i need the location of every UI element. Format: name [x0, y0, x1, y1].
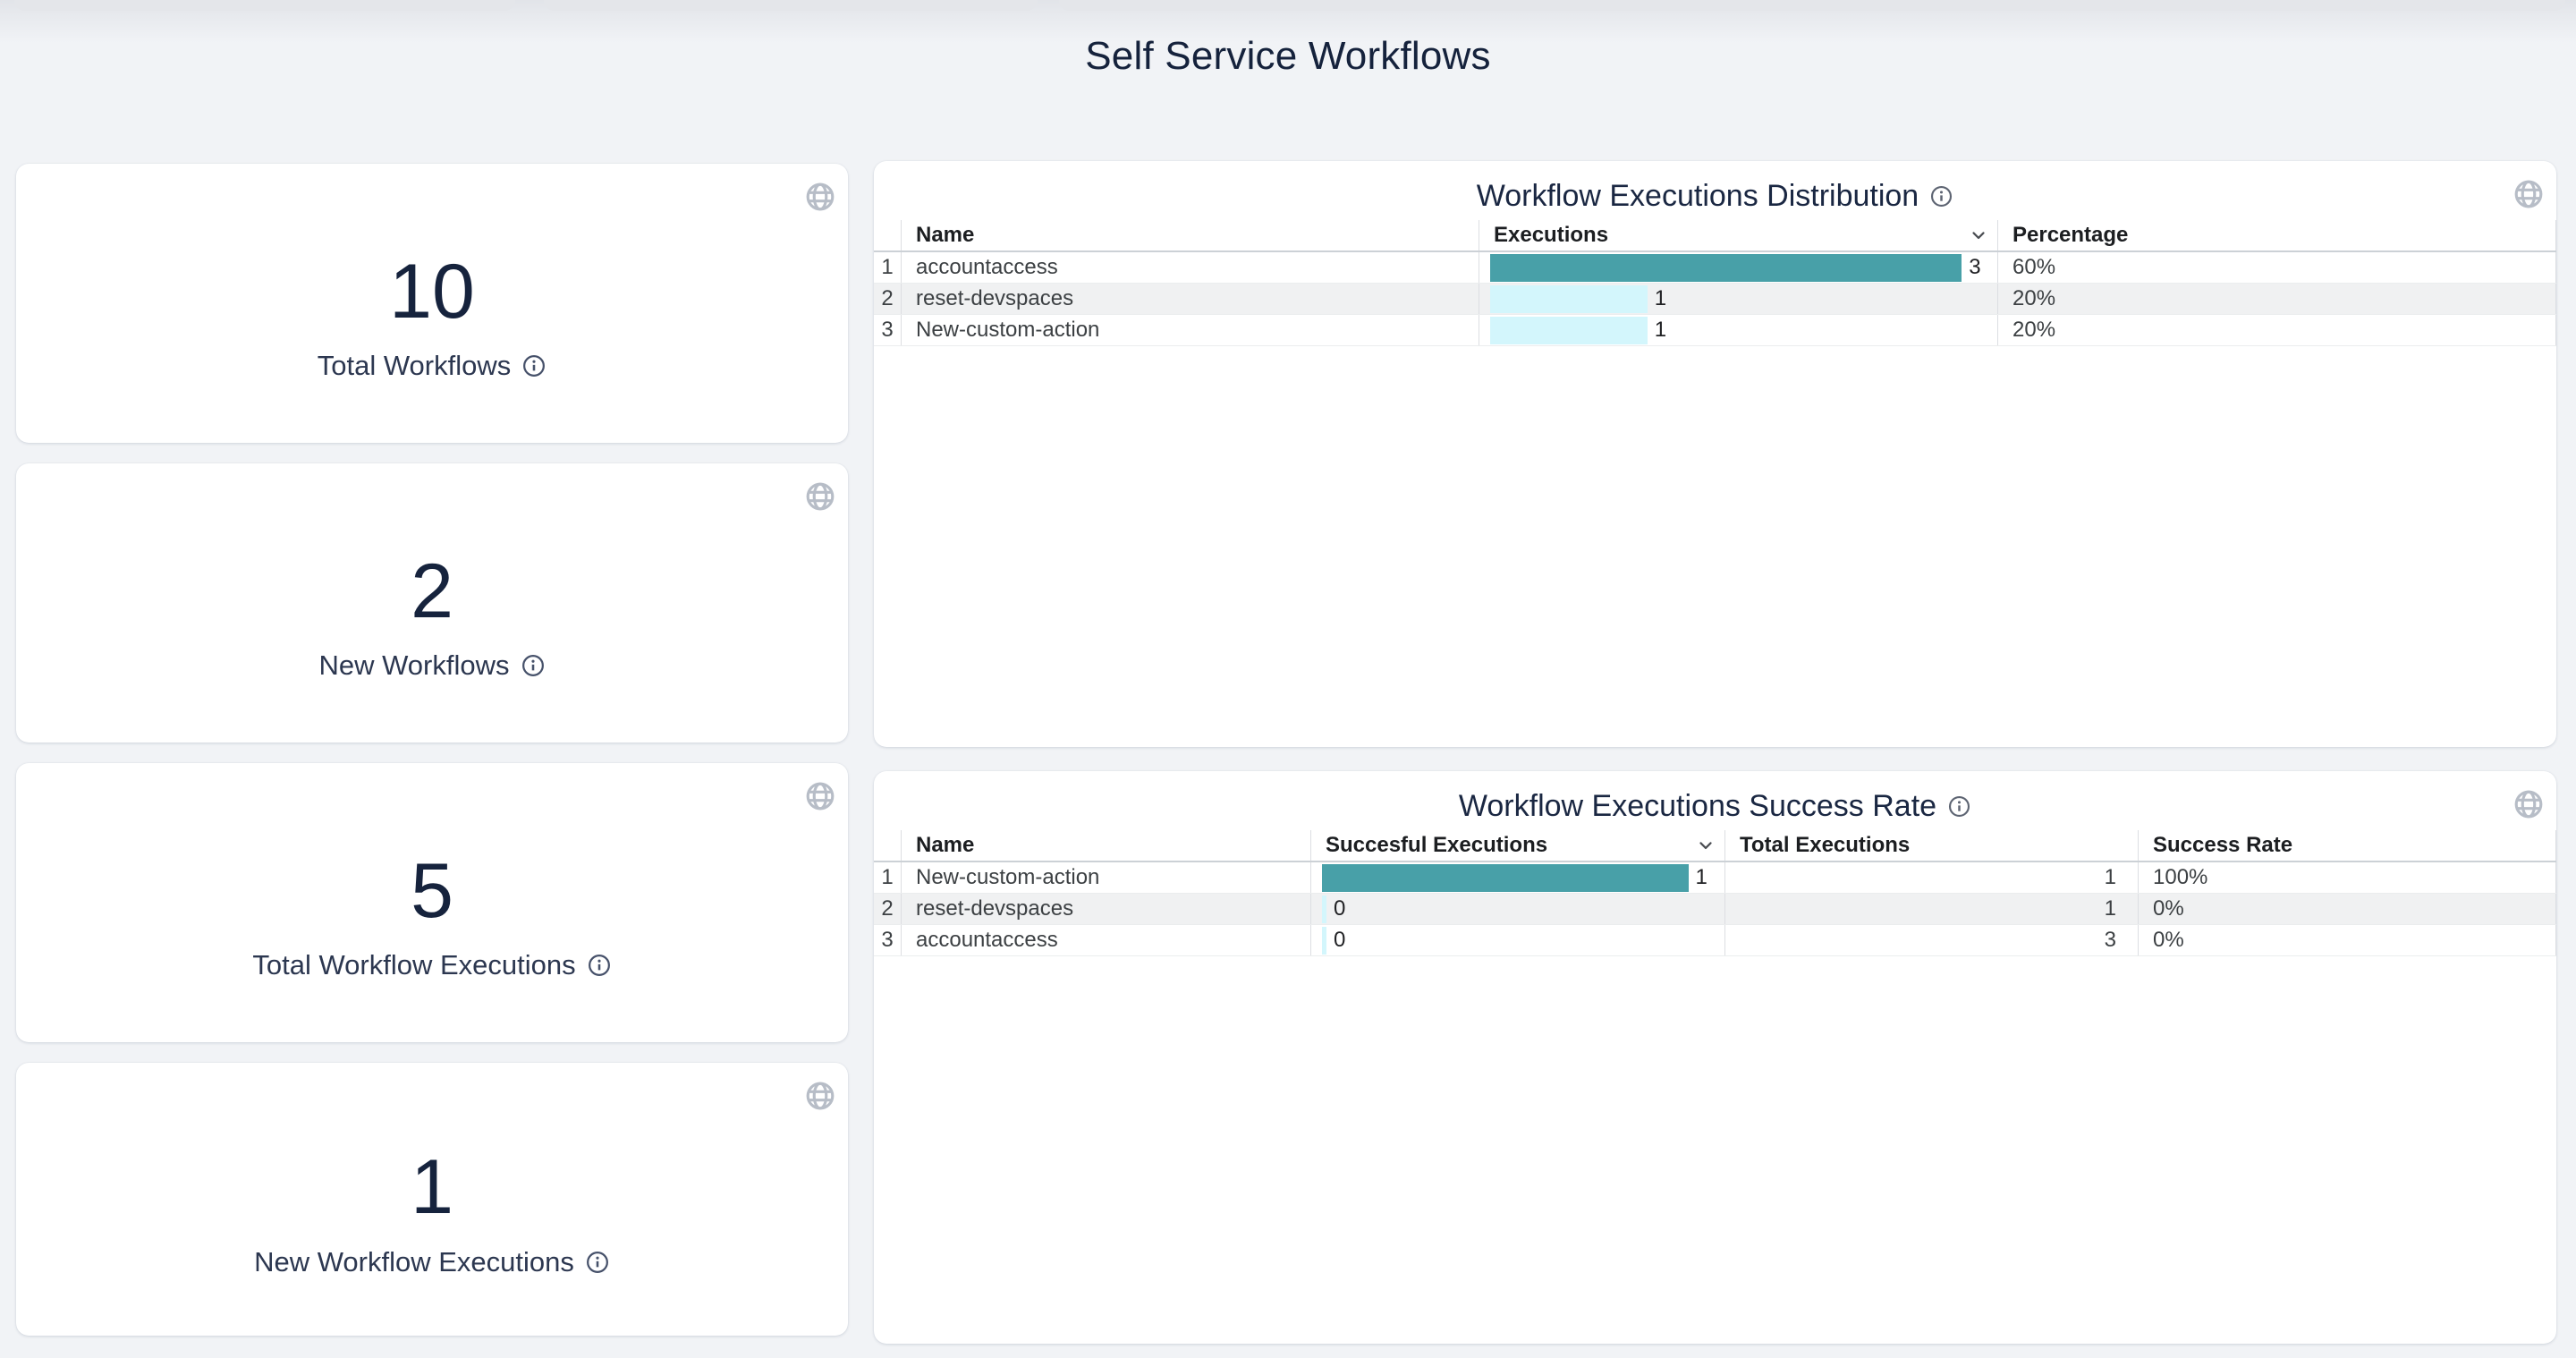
table-row: 1 accountaccess 3 60% [874, 252, 2556, 284]
workflow-name: accountaccess [901, 925, 1310, 955]
stat-label: New Workflows [318, 649, 510, 682]
top-edge-strip [544, 0, 1038, 11]
stat-value: 1 [411, 1144, 453, 1231]
panel-title: Workflow Executions Distribution [1476, 178, 1919, 213]
executions-bar-cell: 1 [1479, 315, 1997, 345]
info-icon[interactable] [1929, 184, 1953, 208]
new-workflows-card: 2 New Workflows [16, 463, 848, 743]
column-header-name[interactable]: Name [901, 220, 1479, 250]
percentage-value: 20% [1997, 284, 2556, 314]
successful-executions-bar-cell: 1 [1310, 862, 1724, 893]
workflow-executions-distribution-panel: Workflow Executions Distribution Name Ex… [874, 161, 2556, 747]
globe-icon[interactable] [2512, 177, 2546, 211]
executions-bar [1490, 316, 1648, 344]
table-row: 3 New-custom-action 1 20% [874, 315, 2556, 346]
column-header-name[interactable]: Name [901, 830, 1310, 861]
panel-title: Workflow Executions Success Rate [1458, 788, 1937, 823]
stat-value: 2 [411, 547, 453, 634]
chevron-down-icon [1696, 836, 1716, 855]
column-header-successful-executions[interactable]: Succesful Executions [1310, 830, 1724, 861]
percentage-value: 60% [1997, 252, 2556, 283]
table-row: 1 New-custom-action 1 1 100% [874, 862, 2556, 894]
globe-icon[interactable] [803, 180, 837, 214]
executions-bar-cell: 1 [1479, 284, 1997, 314]
column-header-percentage[interactable]: Percentage [1997, 220, 2556, 250]
globe-icon[interactable] [803, 779, 837, 813]
page-title: Self Service Workflows [1085, 34, 1491, 78]
executions-bar [1490, 253, 1962, 282]
stat-label: New Workflow Executions [254, 1245, 574, 1277]
total-executions-value: 1 [1724, 862, 2138, 893]
table-row: 2 reset-devspaces 0 1 0% [874, 894, 2556, 925]
globe-icon[interactable] [2512, 787, 2546, 821]
info-icon[interactable] [521, 353, 547, 378]
successful-executions-bar-cell: 0 [1310, 925, 1724, 955]
executions-bar-cell: 3 [1479, 252, 1997, 283]
success-rate-value: 0% [2138, 894, 2556, 924]
stat-label: Total Workflow Executions [252, 949, 576, 981]
workflow-name: reset-devspaces [901, 284, 1479, 314]
row-number-header [874, 830, 901, 861]
info-icon[interactable] [587, 953, 612, 978]
successful-executions-bar [1322, 863, 1689, 892]
workflow-name: reset-devspaces [901, 894, 1310, 924]
workflow-executions-success-rate-panel: Workflow Executions Success Rate Name Su… [874, 771, 2556, 1344]
column-header-total-executions[interactable]: Total Executions [1724, 830, 2138, 861]
success-rate-table: Name Succesful Executions Total Executio… [874, 830, 2556, 956]
info-icon[interactable] [521, 653, 546, 678]
percentage-value: 20% [1997, 315, 2556, 345]
table-row: 3 accountaccess 0 3 0% [874, 925, 2556, 956]
success-rate-value: 100% [2138, 862, 2556, 893]
table-row: 2 reset-devspaces 1 20% [874, 284, 2556, 315]
workflow-name: accountaccess [901, 252, 1479, 283]
total-executions-value: 3 [1724, 925, 2138, 955]
executions-bar [1490, 284, 1648, 313]
top-edge-strip [14, 0, 515, 11]
info-icon[interactable] [1947, 794, 1971, 819]
stat-value: 10 [389, 248, 475, 335]
globe-icon[interactable] [803, 480, 837, 513]
total-workflows-card: 10 Total Workflows [16, 164, 848, 443]
success-rate-value: 0% [2138, 925, 2556, 955]
total-workflow-executions-card: 5 Total Workflow Executions [16, 763, 848, 1042]
stat-value: 5 [411, 847, 453, 934]
successful-executions-bar [1322, 895, 1326, 923]
total-executions-value: 1 [1724, 894, 2138, 924]
row-number-header [874, 220, 901, 250]
chevron-down-icon [1969, 225, 1988, 245]
globe-icon[interactable] [803, 1079, 837, 1113]
successful-executions-bar-cell: 0 [1310, 894, 1724, 924]
info-icon[interactable] [585, 1250, 610, 1275]
new-workflow-executions-card: 1 New Workflow Executions [16, 1063, 848, 1336]
workflow-name: New-custom-action [901, 315, 1479, 345]
stat-label: Total Workflows [317, 350, 512, 382]
successful-executions-bar [1322, 926, 1326, 955]
column-header-success-rate[interactable]: Success Rate [2138, 830, 2556, 861]
top-edge-strip [1059, 0, 2565, 11]
distribution-table: Name Executions Percentage 1 accountacce… [874, 220, 2556, 346]
workflow-name: New-custom-action [901, 862, 1310, 893]
column-header-executions[interactable]: Executions [1479, 220, 1997, 250]
